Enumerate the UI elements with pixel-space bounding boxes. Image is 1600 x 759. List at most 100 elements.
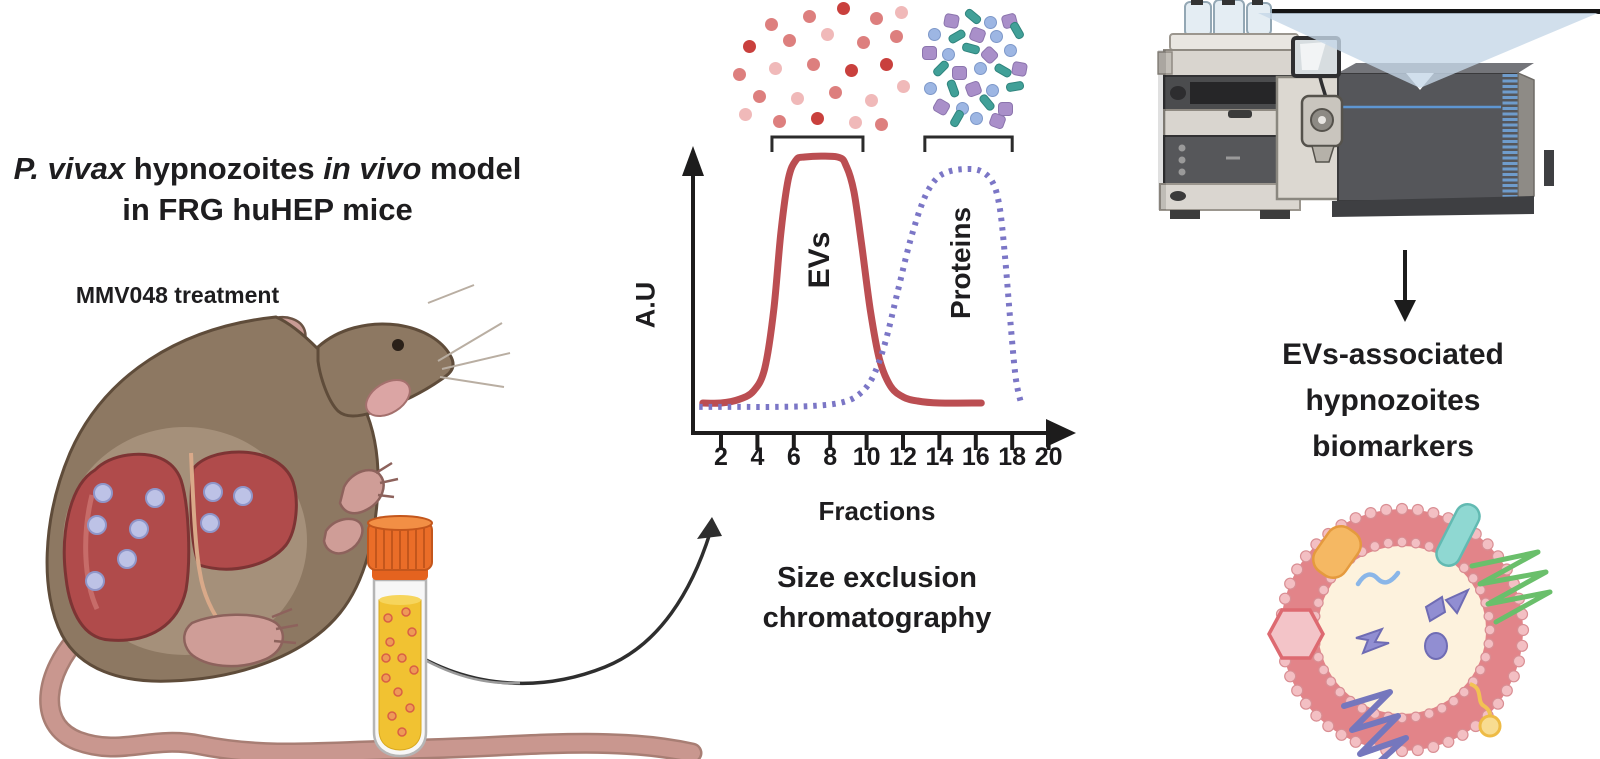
sec-caption-line2: chromatography xyxy=(762,602,992,634)
anchored-lipid-head xyxy=(1478,714,1502,738)
ev-particle xyxy=(791,92,804,105)
teal-peptide xyxy=(945,78,961,99)
peak-bracket xyxy=(770,135,865,152)
lipid-bead xyxy=(1369,540,1381,552)
liver-ligament xyxy=(189,452,226,630)
extracellular-vesicle xyxy=(1267,502,1553,759)
lipid-bead xyxy=(1310,709,1323,722)
callout-beam xyxy=(1258,13,1598,88)
lipid-bead xyxy=(1512,655,1525,668)
ev-particle xyxy=(733,68,746,81)
lipid-bead xyxy=(1410,537,1422,549)
protein-particles-cluster xyxy=(920,7,1029,131)
x-tick-label: 4 xyxy=(750,443,765,471)
treatment-label: MMV048 treatment xyxy=(75,282,280,308)
ev-particle xyxy=(865,94,878,107)
mouse-tail xyxy=(39,624,703,759)
chart-curves xyxy=(699,152,1025,410)
ev-particle xyxy=(769,62,782,75)
purple-protein xyxy=(952,66,967,80)
lipid-bead xyxy=(1291,563,1304,576)
cargo-protein-flag xyxy=(1424,595,1447,623)
result-text: EVs-associated hypnozoites biomarkers xyxy=(1243,332,1543,470)
lipid-bead xyxy=(1500,684,1513,697)
lipid-bead xyxy=(1474,664,1486,676)
result-line2: hypnozoites xyxy=(1305,384,1481,417)
mouse-liver xyxy=(62,450,298,642)
lipid-bead xyxy=(1423,540,1435,552)
lipid-bead xyxy=(1396,536,1408,548)
lipid-bead xyxy=(1334,686,1346,698)
lipid-bead xyxy=(1467,572,1479,584)
blue-globule xyxy=(942,48,955,61)
mouse-snout xyxy=(365,379,411,417)
nucleic-acid-coil-purple xyxy=(1341,689,1409,759)
model-title-line2: in FRG huHEP mice xyxy=(122,192,413,227)
x-tick-label: 16 xyxy=(961,443,990,471)
blue-globule xyxy=(924,82,937,95)
lipid-bead xyxy=(1484,624,1496,636)
ev-particle xyxy=(783,34,796,47)
lipid-bead xyxy=(1325,676,1337,688)
lcms-instruments xyxy=(1157,0,1600,219)
hypnozoite-dots xyxy=(85,482,253,591)
vesicle-lumen xyxy=(1318,546,1486,714)
lipid-bead xyxy=(1411,743,1424,757)
arrowhead xyxy=(697,517,722,539)
lipid-bead xyxy=(1481,538,1494,551)
mouse-illustration xyxy=(39,284,703,759)
x-tick-label: 8 xyxy=(823,443,838,471)
lipid-bead xyxy=(1442,735,1455,748)
ev-particles-cluster xyxy=(725,0,910,135)
lipid-bead xyxy=(1516,623,1530,637)
lipid-bead xyxy=(1491,697,1505,710)
ev-particle xyxy=(897,80,910,93)
ev-particle xyxy=(829,86,842,99)
transmembrane-protein-orange xyxy=(1311,525,1363,579)
teal-peptide xyxy=(992,62,1014,79)
title-segment: model xyxy=(421,151,522,186)
result-line1: EVs-associated xyxy=(1282,338,1504,371)
lipid-bead xyxy=(1322,719,1335,733)
blue-globule xyxy=(990,30,1003,43)
cargo-globule xyxy=(1424,632,1448,660)
blue-globule xyxy=(984,16,997,29)
title-segment: P. vivax xyxy=(13,151,126,186)
ev-particle xyxy=(739,108,752,121)
ev-particle xyxy=(849,116,862,129)
lipid-bead xyxy=(1395,502,1409,516)
ev-particle xyxy=(890,30,903,43)
teal-peptide xyxy=(961,41,981,56)
lipid-bead xyxy=(1291,684,1304,697)
ev-particle xyxy=(807,58,820,71)
ev-particle xyxy=(845,64,858,77)
teal-peptide xyxy=(931,58,951,79)
lipid-bead xyxy=(1515,639,1529,652)
hplc-stack xyxy=(1157,0,1301,219)
lipid-bead xyxy=(1382,537,1394,549)
chart-axes xyxy=(691,170,1052,435)
purple-protein xyxy=(942,12,961,30)
result-line3: biomarkers xyxy=(1312,430,1474,463)
lipid-bead xyxy=(1483,610,1495,622)
ev-particle xyxy=(857,36,870,49)
ev-particle xyxy=(875,118,888,131)
lipid-bead xyxy=(1318,664,1329,676)
lipid-bead xyxy=(1410,711,1422,723)
ev-particle xyxy=(753,90,766,103)
ev-particle xyxy=(870,12,883,25)
plasma-tube xyxy=(367,515,433,758)
x-axis-tick-labels: 2 4 6 8 10 12 14 16 18 20 xyxy=(630,443,1090,473)
purple-protein xyxy=(931,97,952,117)
peak-brackets xyxy=(770,135,1014,152)
blue-globule xyxy=(928,28,941,41)
y-axis-arrowhead xyxy=(682,146,704,176)
ev-particle xyxy=(803,10,816,23)
x-tick-label: 12 xyxy=(889,443,917,471)
ev-particle xyxy=(811,112,824,125)
purple-protein xyxy=(998,102,1013,116)
lipid-bead xyxy=(1284,670,1297,683)
lipid-bead xyxy=(1284,577,1297,590)
ev-particle xyxy=(765,18,778,31)
lipid-bead xyxy=(1364,506,1377,520)
